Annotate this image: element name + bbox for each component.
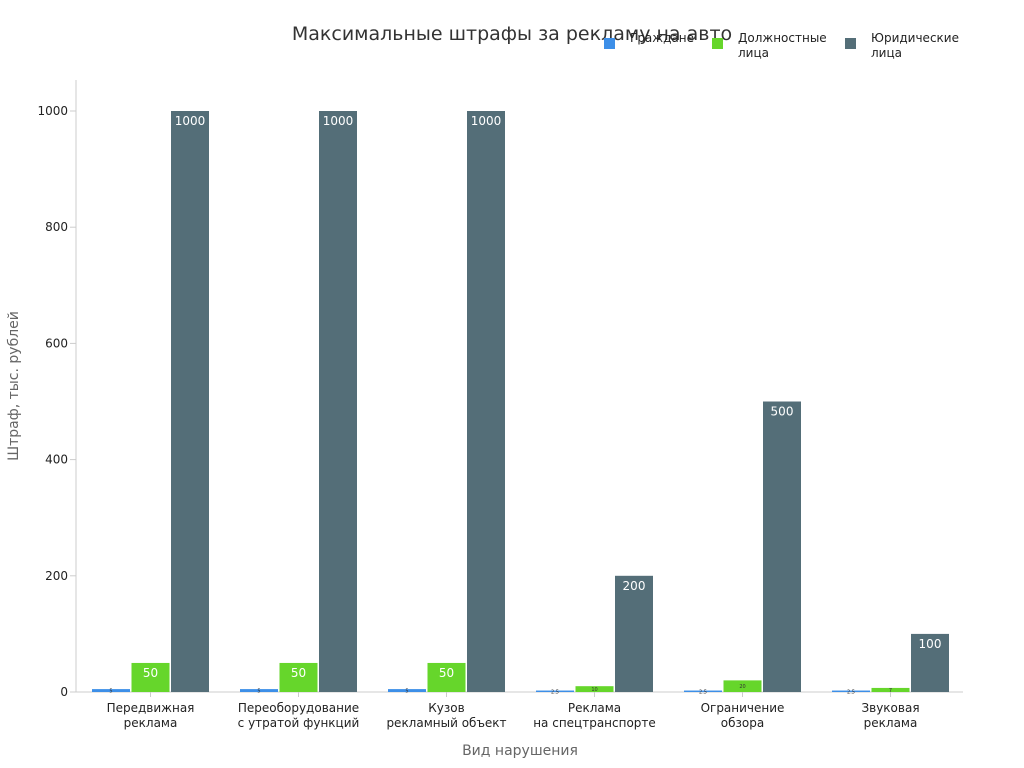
x-tick-label: Передвижная (107, 701, 195, 715)
x-tick-label: рекламный объект (386, 716, 506, 730)
legend-label: лица (738, 46, 769, 60)
legend-swatch (712, 38, 723, 49)
y-ticks: 0 200 400 600 800 1000 (37, 104, 76, 699)
bar (427, 662, 466, 692)
bar (279, 662, 318, 692)
y-tick-label: 600 (45, 336, 68, 350)
y-tick-label: 200 (45, 569, 68, 583)
x-tick-label: Переоборудование (238, 701, 359, 715)
bar-value-label: 5 (109, 689, 112, 695)
bar (171, 111, 209, 692)
legend-label: Юридические (871, 31, 959, 45)
bar (131, 662, 170, 692)
chart-title: Максимальные штрафы за рекламу на авто (292, 23, 732, 45)
bar-value-label: 100 (919, 637, 942, 651)
x-tick-label: с утратой функций (238, 716, 360, 730)
legend-swatch (604, 38, 615, 49)
y-tick-label: 0 (60, 685, 68, 699)
bar (615, 575, 653, 692)
bar (467, 111, 505, 692)
bar-value-label: 1000 (323, 114, 354, 128)
bar (911, 633, 949, 692)
legend-label: Граждане (630, 31, 694, 45)
bar (763, 401, 801, 692)
x-tick-label: Реклама (568, 701, 621, 715)
bar (92, 689, 130, 692)
bar (388, 689, 426, 692)
bar (832, 690, 870, 692)
x-tick-label: на спецтранспорте (533, 716, 656, 730)
bar-value-label: 2.5 (847, 689, 855, 695)
x-axis-title: Вид нарушения (462, 743, 578, 759)
legend-swatch (845, 38, 856, 49)
x-tick-label: Звуковая (861, 701, 919, 715)
bar-value-label: 200 (623, 579, 646, 593)
bar-value-label: 20 (739, 684, 745, 690)
x-tick-label: Ограничение (701, 701, 785, 715)
bar-labels: 5 50 1000 5 50 1000 5 50 1000 2.5 10 200 2.5 20 500 2.5… (109, 114, 941, 695)
legend-label: лица (871, 46, 902, 60)
bar-value-label: 50 (291, 666, 306, 680)
bars (92, 111, 949, 692)
bar-value-label: 2.5 (551, 689, 559, 695)
x-tick-label: реклама (864, 716, 918, 730)
y-tick-label: 1000 (37, 104, 68, 118)
x-tick-label: Кузов (428, 701, 464, 715)
bar (536, 690, 574, 692)
y-axis-title: Штраф, тыс. рублей (6, 311, 22, 461)
bar-value-label: 5 (405, 689, 408, 695)
bar-value-label: 1000 (175, 114, 206, 128)
bar-value-label: 5 (257, 689, 260, 695)
bar-value-label: 10 (591, 687, 597, 693)
bar-value-label: 50 (439, 666, 454, 680)
chart-axes (75, 80, 963, 693)
bar-value-label: 7 (889, 688, 892, 694)
legend-label: Должностные (738, 31, 827, 45)
bar (240, 689, 278, 692)
bar (319, 111, 357, 692)
bar (871, 687, 910, 692)
bar-value-label: 500 (771, 405, 794, 419)
bar-value-label: 50 (143, 666, 158, 680)
bar (723, 680, 762, 692)
bar (684, 690, 722, 692)
y-tick-label: 800 (45, 220, 68, 234)
bar-value-label: 2.5 (699, 689, 707, 695)
y-tick-label: 400 (45, 453, 68, 467)
bar-value-label: 1000 (471, 114, 502, 128)
bar (575, 686, 614, 692)
x-tick-label: реклама (124, 716, 178, 730)
x-tick-label: обзора (721, 716, 764, 730)
